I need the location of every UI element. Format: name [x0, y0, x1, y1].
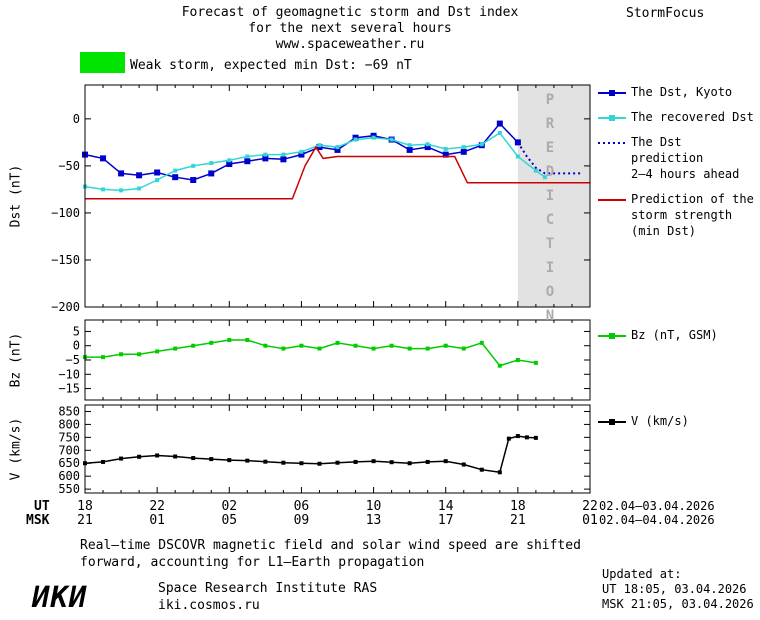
legend-item: The Dst, Kyoto	[598, 84, 760, 100]
title-line-2: for the next several hours	[248, 21, 452, 36]
ut-tick: 18	[510, 499, 526, 514]
msk-tick: 21	[510, 513, 526, 528]
svg-text:550: 550	[58, 482, 80, 496]
ut-tick: 18	[77, 499, 93, 514]
legend-swatch-marker-line-icon	[598, 115, 626, 121]
dst-chart: 0 −50 −100 −150 −200	[51, 84, 591, 314]
svg-text:−50: −50	[58, 159, 80, 173]
svg-text:600: 600	[58, 469, 80, 483]
legend-swatch-line-icon	[598, 199, 626, 201]
ut-tick: 02	[221, 499, 238, 514]
institute-block: Space Research Institute RAS iki.cosmos.…	[158, 580, 377, 614]
svg-text:0: 0	[73, 112, 80, 126]
bz-chart: 50−5−10−15	[58, 319, 591, 401]
svg-text:850: 850	[58, 404, 80, 418]
ut-tick: 22	[149, 499, 165, 514]
v-axis-label: V (km/s)	[8, 417, 24, 481]
legend-item: The recovered Dst	[598, 109, 760, 125]
legend-item-label: Bz (nT, GSM)	[631, 328, 718, 342]
bz-legend: Bz (nT, GSM)	[598, 327, 718, 352]
storm-status-text: Weak storm, expected min Dst: −69 nT	[130, 58, 412, 73]
stormfocus-brand: StormFocus	[626, 6, 705, 21]
svg-text:−150: −150	[51, 253, 80, 267]
ut-axis-row: UT 02.04–03.04.2026 18 22 02 06 10 14 18 22	[0, 499, 760, 514]
caption-line-2: forward, accounting for L1–Earth propaga…	[80, 555, 425, 570]
legend-item-label: Prediction of the storm strength (min Dst)	[631, 192, 754, 238]
legend-swatch-marker-line-icon	[598, 419, 626, 425]
ut-label: UT	[34, 499, 50, 514]
ut-tick: 22	[582, 499, 598, 514]
legend-item-label: The Dst, Kyoto	[631, 85, 733, 99]
msk-axis-row: MSK 02.04–04.04.2026 21 01 05 09 13 17 21 01	[0, 513, 760, 528]
caption-line-1: Real–time DSCOVR magnetic field and sola…	[80, 538, 581, 553]
v-legend: V (km/s)	[598, 413, 689, 438]
svg-text:−15: −15	[58, 382, 80, 396]
footer-caption: Real–time DSCOVR magnetic field and sola…	[80, 537, 581, 571]
legend-item: The Dst prediction 2–4 hours ahead	[598, 134, 760, 182]
ut-tick: 10	[365, 499, 382, 514]
updated-msk: MSK 21:05, 03.04.2026	[602, 597, 754, 611]
bz-axis-label: Bz (nT)	[8, 332, 24, 388]
ut-date-range: 02.04–03.04.2026	[599, 499, 715, 513]
updated-block: Updated at: UT 18:05, 03.04.2026 MSK 21:…	[602, 567, 754, 612]
title-line-1: Forecast of geomagnetic storm and Dst in…	[181, 5, 519, 20]
svg-text:700: 700	[58, 443, 80, 457]
msk-label: MSK	[26, 513, 50, 528]
updated-ut: UT 18:05, 03.04.2026	[602, 582, 747, 596]
legend-item-label: The recovered Dst	[631, 110, 754, 124]
svg-text:−100: −100	[51, 206, 80, 220]
msk-tick: 21	[77, 513, 93, 528]
ut-tick: 14	[437, 499, 454, 514]
msk-tick: 01	[582, 513, 598, 528]
dst-legend: The Dst, Kyoto The recovered Dst The Dst p…	[598, 84, 760, 248]
msk-date-range: 02.04–04.04.2026	[599, 513, 715, 527]
svg-text:−5: −5	[66, 353, 80, 367]
msk-tick: 13	[365, 513, 382, 528]
svg-text:−200: −200	[51, 300, 80, 314]
legend-item: V (km/s)	[598, 413, 689, 429]
svg-text:750: 750	[58, 430, 80, 444]
updated-label: Updated at:	[602, 567, 682, 581]
legend-item-label: The Dst prediction 2–4 hours ahead	[631, 135, 740, 181]
legend-item-label: V (km/s)	[631, 414, 689, 428]
site-url: www.spaceweather.ru	[275, 37, 425, 52]
svg-text:800: 800	[58, 417, 80, 431]
msk-tick: 01	[149, 513, 165, 528]
msk-tick: 05	[221, 513, 238, 528]
dst-axis-label: Dst (nT)	[8, 164, 24, 228]
msk-tick: 09	[293, 513, 310, 528]
prediction-band-label: PREDICTION	[542, 92, 558, 332]
institute-url: iki.cosmos.ru	[158, 598, 260, 613]
msk-tick: 17	[437, 513, 454, 528]
legend-swatch-dotted-icon	[598, 142, 626, 144]
legend-swatch-marker-line-icon	[598, 333, 626, 339]
legend-swatch-marker-line-icon	[598, 90, 626, 96]
institute-name: Space Research Institute RAS	[158, 581, 378, 596]
legend-item: Prediction of the storm strength (min Dst)	[598, 191, 760, 239]
iki-logo: ИКИ	[32, 580, 88, 614]
storm-level-swatch	[80, 52, 125, 73]
svg-text:0: 0	[73, 339, 80, 353]
svg-text:−10: −10	[58, 367, 80, 381]
svg-text:5: 5	[73, 324, 80, 338]
legend-item: Bz (nT, GSM)	[598, 327, 718, 343]
svg-text:650: 650	[58, 456, 80, 470]
ut-tick: 06	[293, 499, 310, 514]
page-title: Forecast of geomagnetic storm and Dst in…	[140, 5, 560, 53]
